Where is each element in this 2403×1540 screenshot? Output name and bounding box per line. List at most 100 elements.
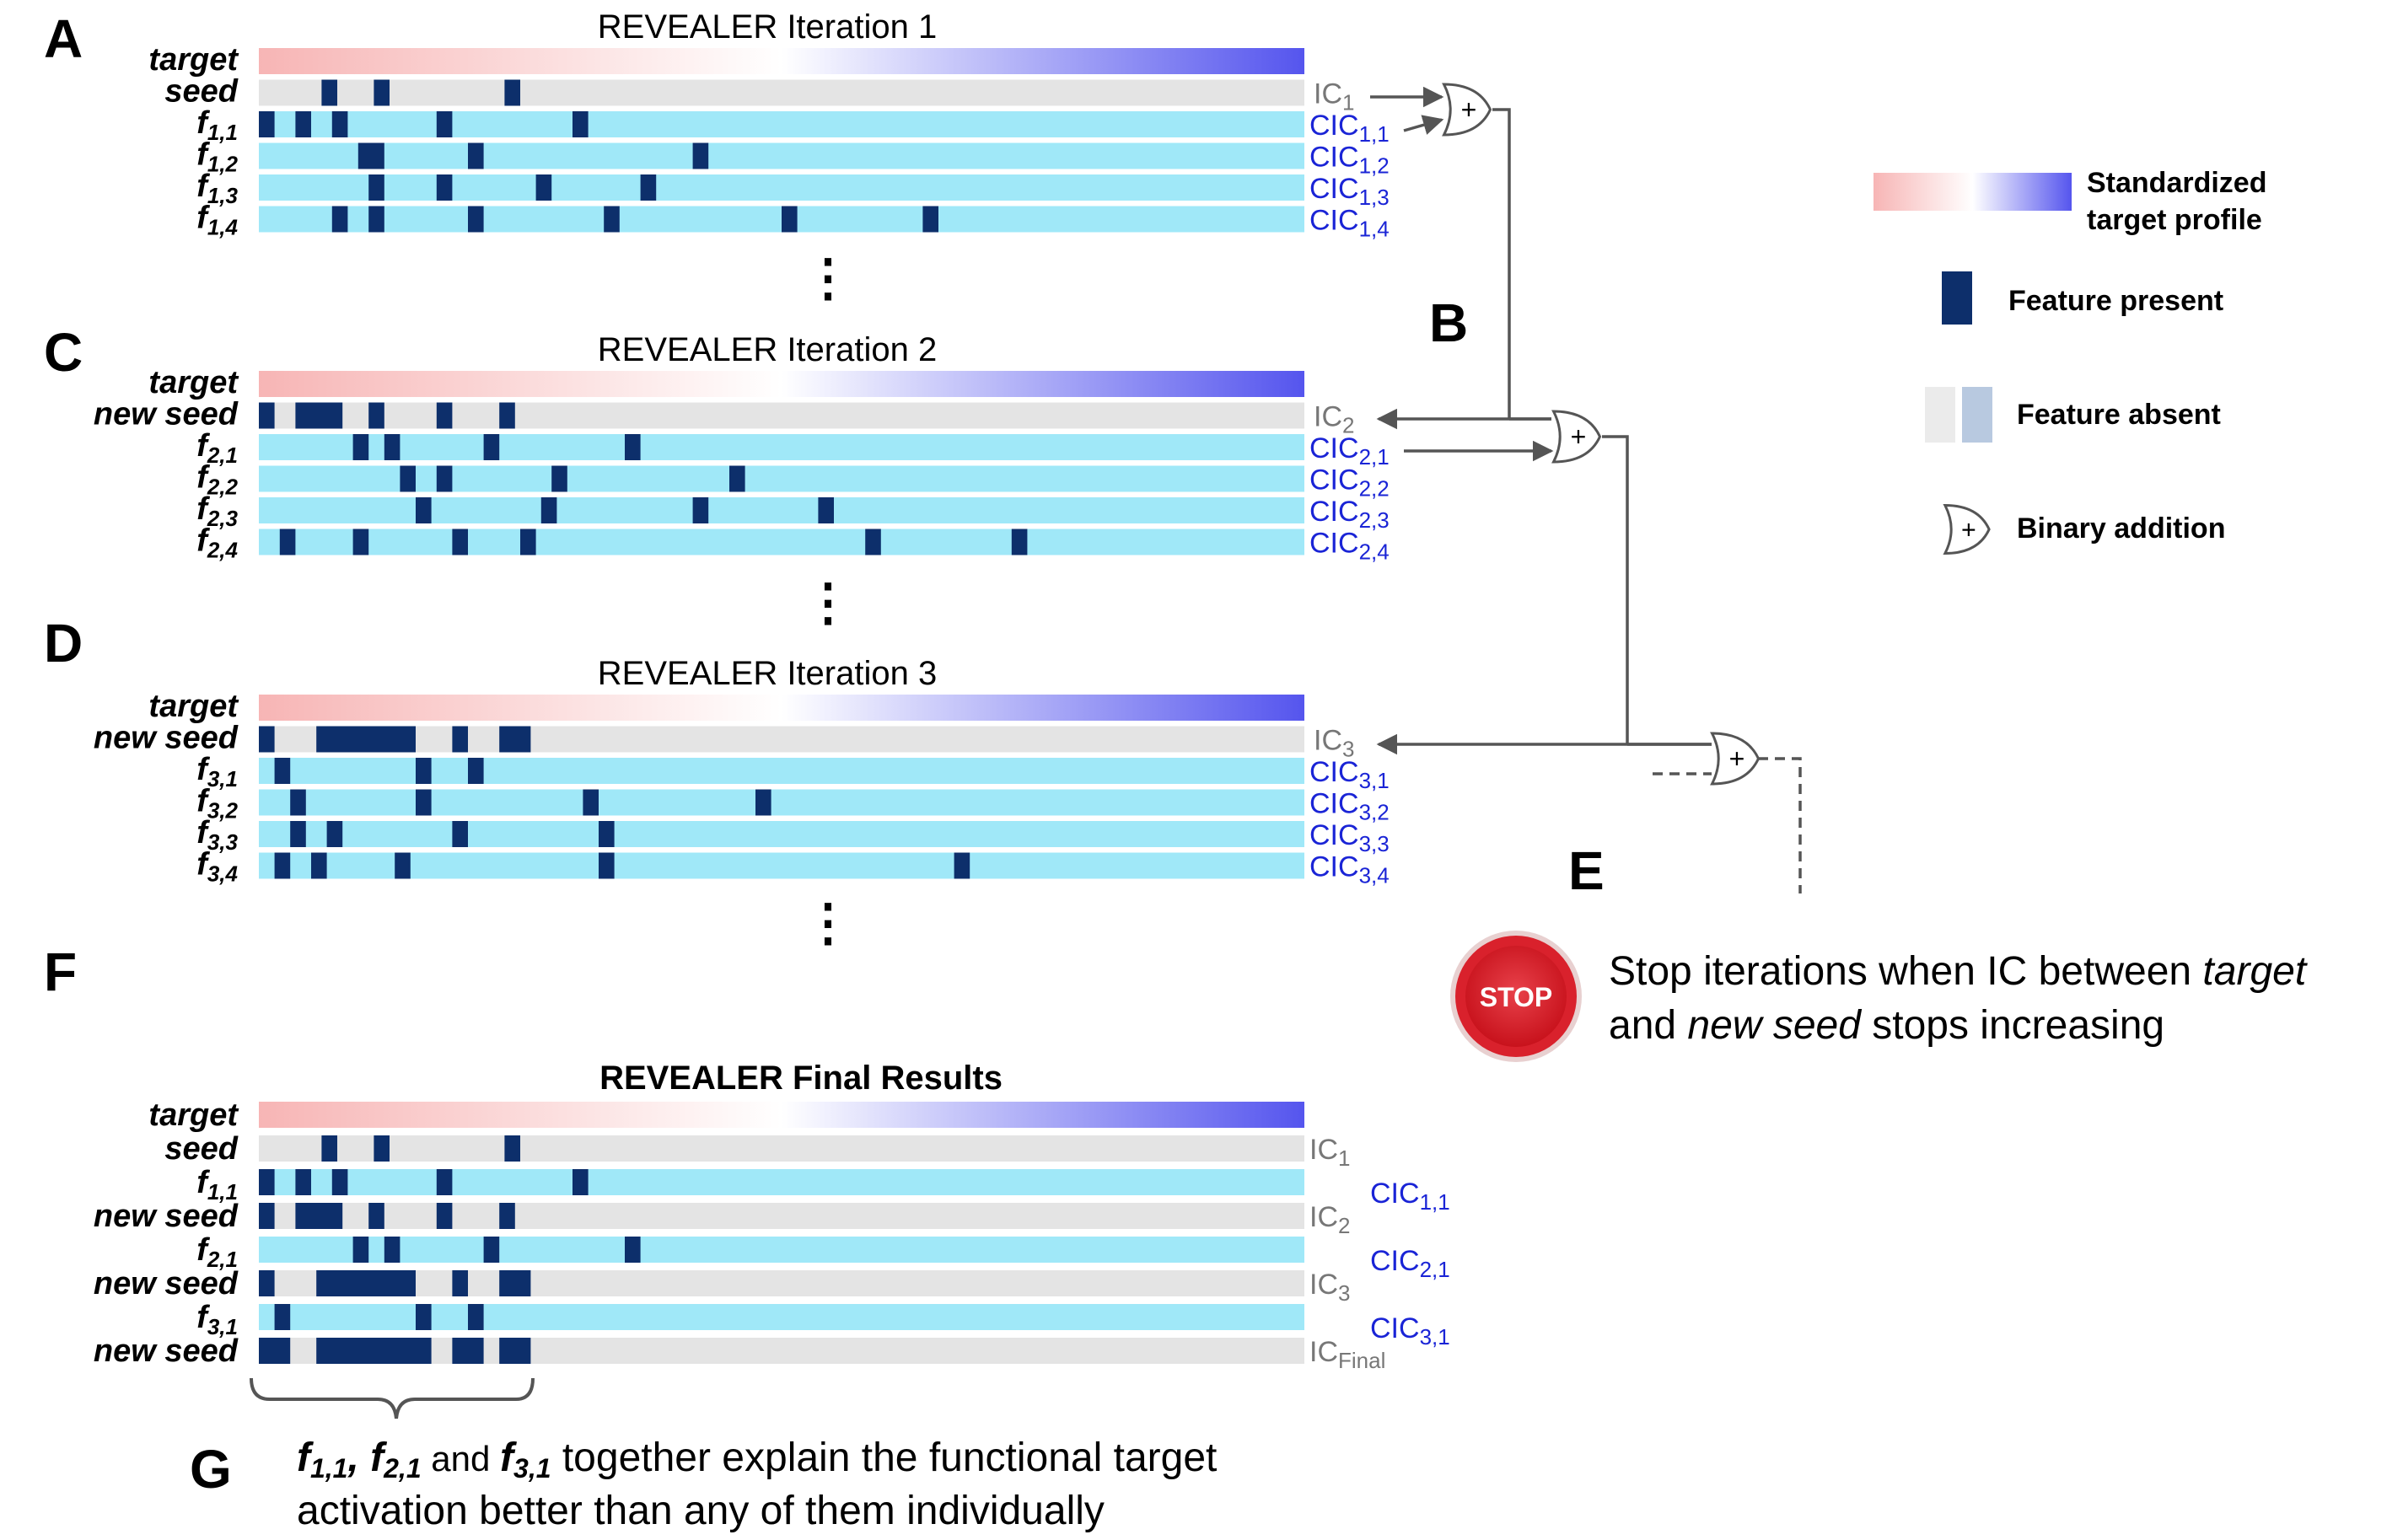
final-bar-mark-1 xyxy=(416,1304,432,1330)
seed-bar-track xyxy=(259,79,1304,106)
ellipsis-1: ⋮ xyxy=(803,250,853,306)
legend-present-swatch xyxy=(1942,271,1972,325)
feature-bar-mark-0 xyxy=(274,758,291,784)
final-bar-mark-0 xyxy=(259,1270,275,1296)
feature-bar-mark-1 xyxy=(326,821,343,847)
feature-bar-mark-0 xyxy=(259,111,275,137)
feature-bar-track xyxy=(259,789,1304,816)
cic-label: CIC1,3 xyxy=(1309,173,1390,210)
final-bar-mark-2 xyxy=(452,1270,468,1296)
panel-letter-c: C xyxy=(44,322,83,383)
ic-label: IC3 xyxy=(1314,725,1354,762)
feature-bar-mark-3 xyxy=(520,529,536,555)
row-label-feature: f3,2 xyxy=(196,784,238,824)
panel-letter-a: A xyxy=(44,8,83,69)
seed-bar xyxy=(259,726,1304,753)
final-row-label: f3,1 xyxy=(196,1300,238,1339)
final-bar-mark-3 xyxy=(499,1270,531,1296)
final-bar-mark-0 xyxy=(274,1304,291,1330)
final-title: REVEALER Final Results xyxy=(599,1060,1003,1097)
feature-bar xyxy=(259,174,1304,201)
target-bar-track xyxy=(259,48,1304,74)
seed-bar-mark-2 xyxy=(452,726,468,753)
final-row-label: target xyxy=(148,1097,239,1133)
cic-label: CIC1,2 xyxy=(1309,142,1390,179)
cic-label: CIC2,3 xyxy=(1309,496,1390,533)
legend-target-line1: Standardized xyxy=(2087,167,2266,199)
feature-bar-mark-2 xyxy=(535,174,552,201)
target-bar-track xyxy=(259,695,1304,721)
feature-bar-mark-3 xyxy=(818,497,834,523)
feature-bar-track xyxy=(259,142,1304,169)
feature-bar-mark-1 xyxy=(468,142,484,169)
final-bar-mark-4 xyxy=(573,1169,589,1195)
final-row-label: new seed xyxy=(94,1199,239,1234)
feature-bar-mark-1 xyxy=(352,529,369,555)
feature-bar xyxy=(259,142,1304,169)
final-cic-label: CIC2,1 xyxy=(1370,1245,1450,1282)
target-bar-track xyxy=(259,371,1304,397)
legend-gate-icon: + xyxy=(1943,503,1991,555)
panel-letter-g: G xyxy=(190,1439,232,1500)
feature-bar-mark-2 xyxy=(452,821,468,847)
row-label-feature: f1,1 xyxy=(196,105,238,145)
or-gate-1: + xyxy=(1442,83,1492,137)
cic-label: CIC3,1 xyxy=(1309,756,1390,793)
feature-bar-track xyxy=(259,497,1304,523)
feature-bar-mark-1 xyxy=(436,174,453,201)
row-label-target: target xyxy=(148,365,239,400)
final-bar xyxy=(259,1304,1304,1330)
seed-bar-mark-3 xyxy=(499,726,531,753)
feature-bar-mark-3 xyxy=(599,852,615,879)
final-bar-mark-0 xyxy=(259,1169,275,1195)
row-label-feature: f3,3 xyxy=(196,815,238,855)
iteration-title: REVEALER Iteration 1 xyxy=(598,8,937,46)
feature-bar-mark-1 xyxy=(436,465,453,492)
seed-bar-mark-0 xyxy=(259,402,275,429)
panel-letter-d: D xyxy=(44,613,83,673)
final-bar-track xyxy=(259,1270,1304,1296)
wire-dashed-out xyxy=(1758,757,1802,893)
stop-sign: STOP xyxy=(1450,931,1582,1062)
seed-bar-mark-0 xyxy=(259,726,275,753)
feature-bar xyxy=(259,789,1304,816)
final-bar-track xyxy=(259,1102,1304,1128)
row-label-seed: new seed xyxy=(94,721,239,756)
seed-bar-mark-2 xyxy=(504,79,520,106)
final-bar xyxy=(259,1203,1304,1229)
legend-target-line2: target profile xyxy=(2087,204,2262,236)
final-cic-label: CIC1,1 xyxy=(1370,1178,1450,1215)
row-label-feature: f2,4 xyxy=(196,523,238,563)
feature-bar xyxy=(259,465,1304,492)
feature-bar-mark-5 xyxy=(1011,529,1028,555)
feature-bar xyxy=(259,206,1304,233)
feature-bar xyxy=(259,529,1304,555)
conclusion-line1: f1,1, f2,1 and f3,1 together explain the… xyxy=(297,1435,1217,1484)
feature-bar xyxy=(259,434,1304,460)
cic-label: CIC2,4 xyxy=(1309,528,1390,565)
cic-label: CIC3,3 xyxy=(1309,819,1390,856)
cic-label: CIC3,2 xyxy=(1309,788,1390,825)
feature-bar-mark-1 xyxy=(416,789,432,816)
final-bar xyxy=(259,1102,1304,1128)
row-label-feature: f2,3 xyxy=(196,491,238,531)
gates: + + + xyxy=(1442,83,1761,786)
final-bar-mark-3 xyxy=(436,1203,453,1229)
final-bar xyxy=(259,1169,1304,1195)
row-label-feature: f2,1 xyxy=(196,428,238,468)
final-bar xyxy=(259,1338,1304,1364)
feature-bar-mark-3 xyxy=(729,465,745,492)
feature-bar-mark-1 xyxy=(384,434,400,460)
feature-bar-mark-3 xyxy=(436,111,453,137)
cic-label: CIC1,4 xyxy=(1309,205,1390,242)
final-bar-mark-2 xyxy=(504,1135,520,1162)
arrow-cic11 xyxy=(1403,115,1444,135)
seed-bar-mark-1 xyxy=(316,726,416,753)
final-bar-track xyxy=(259,1169,1304,1195)
final-bar-mark-2 xyxy=(452,1338,484,1364)
feature-bar-mark-0 xyxy=(357,142,384,169)
final-bar-mark-1 xyxy=(295,1203,343,1229)
seed-bar-track xyxy=(259,402,1304,429)
